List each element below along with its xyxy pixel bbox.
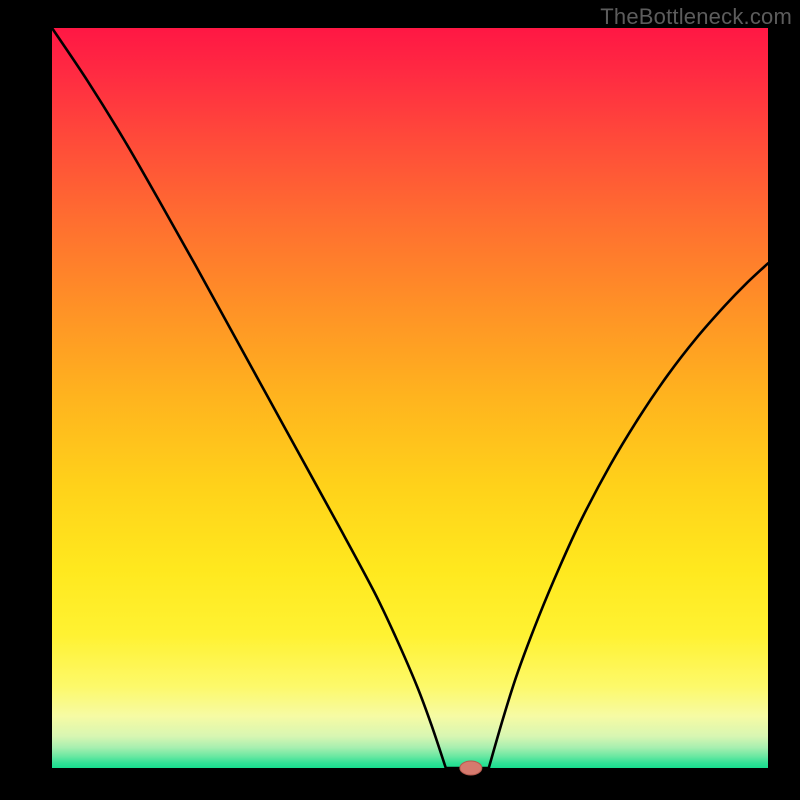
chart-canvas: TheBottleneck.com — [0, 0, 800, 800]
plot-background — [52, 28, 768, 768]
vertex-marker — [460, 761, 482, 775]
chart-svg — [0, 0, 800, 800]
watermark-text: TheBottleneck.com — [600, 4, 792, 30]
